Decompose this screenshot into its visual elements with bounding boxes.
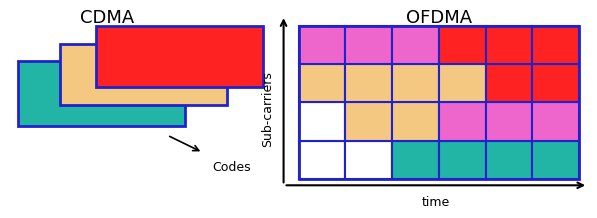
Bar — [345, 141, 392, 179]
Text: OFDMA: OFDMA — [406, 9, 472, 27]
Bar — [439, 26, 485, 64]
Bar — [298, 26, 579, 179]
Bar — [298, 141, 345, 179]
Bar — [485, 26, 533, 64]
Text: Codes: Codes — [212, 161, 251, 174]
Bar — [345, 26, 392, 64]
Bar — [392, 64, 439, 102]
Bar — [533, 64, 579, 102]
Bar — [392, 102, 439, 141]
Text: time: time — [421, 196, 450, 209]
Bar — [439, 64, 485, 102]
Bar — [345, 102, 392, 141]
Bar — [298, 64, 345, 102]
Bar — [298, 102, 345, 141]
Bar — [485, 64, 533, 102]
Bar — [392, 141, 439, 179]
Bar — [60, 44, 227, 105]
Bar — [533, 141, 579, 179]
Bar — [485, 102, 533, 141]
Bar — [18, 61, 185, 126]
Bar — [96, 26, 263, 87]
Bar — [485, 141, 533, 179]
Bar — [392, 26, 439, 64]
Bar — [345, 64, 392, 102]
Bar — [298, 26, 345, 64]
Bar — [439, 141, 485, 179]
Bar — [439, 102, 485, 141]
Text: Sub-carriers: Sub-carriers — [261, 71, 274, 147]
Bar — [533, 102, 579, 141]
Bar — [533, 26, 579, 64]
Text: CDMA: CDMA — [81, 9, 134, 27]
